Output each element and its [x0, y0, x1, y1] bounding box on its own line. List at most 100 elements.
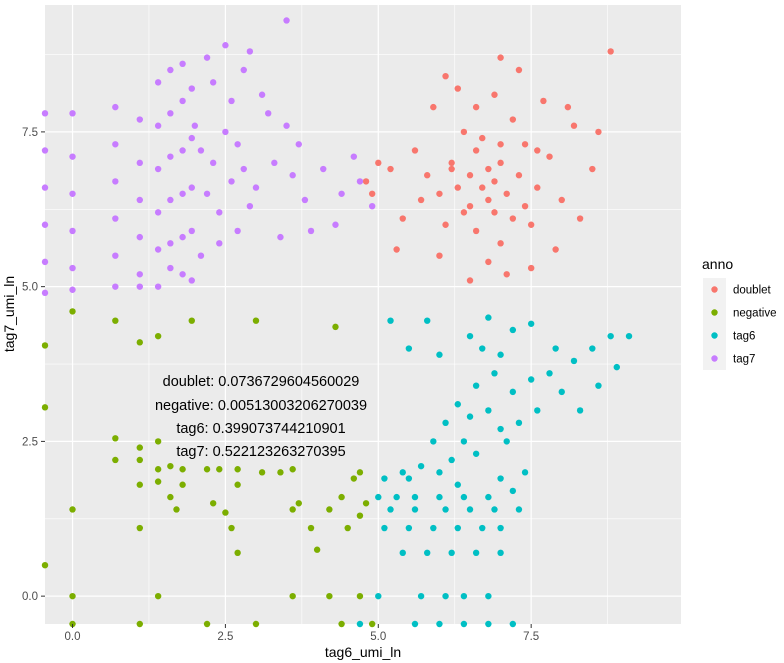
point-tag7 [179, 97, 186, 105]
point-negative [167, 462, 174, 470]
point-tag6 [485, 407, 492, 414]
point-tag7 [179, 233, 186, 241]
point-tag7 [277, 233, 284, 241]
point-doublet [485, 165, 492, 173]
point-tag6 [387, 317, 394, 324]
point-tag7 [136, 233, 143, 241]
point-tag6 [485, 620, 492, 628]
point-tag7 [197, 252, 205, 259]
point-tag6 [576, 407, 584, 414]
point-tag6 [460, 592, 468, 600]
point-tag6 [485, 592, 492, 600]
point-tag6 [460, 493, 468, 501]
point-doublet [546, 153, 553, 160]
point-tag6 [436, 493, 443, 501]
point-doublet [509, 116, 517, 123]
point-tag6 [375, 592, 382, 600]
point-negative [338, 620, 345, 628]
plot-panel [45, 5, 681, 624]
point-tag7 [246, 48, 254, 55]
point-doublet [540, 97, 547, 105]
legend-key-dot [711, 355, 718, 362]
series-tag7 [41, 17, 376, 297]
point-tag7 [228, 178, 235, 185]
point-doublet [527, 264, 535, 272]
point-tag7 [179, 60, 186, 68]
y-tick-label: 0.0 [22, 591, 38, 603]
legend-title: anno [702, 256, 733, 272]
point-tag7 [167, 196, 174, 204]
point-tag7 [154, 246, 162, 253]
point-tag6 [503, 438, 510, 445]
point-tag7 [188, 227, 195, 235]
point-doublet [515, 66, 523, 74]
point-negative [368, 620, 376, 628]
point-tag7 [338, 190, 345, 197]
point-tag7 [136, 271, 143, 278]
point-negative [258, 469, 266, 476]
point-tag7 [69, 264, 76, 272]
point-tag7 [41, 147, 49, 154]
point-tag6 [381, 524, 388, 532]
point-tag7 [136, 196, 143, 204]
point-tag7 [154, 165, 162, 173]
point-tag6 [527, 376, 535, 383]
point-negative [167, 493, 174, 501]
point-doublet [527, 221, 535, 228]
y-axis: 0.0 2.5 5.0 7.5 [22, 127, 45, 603]
point-tag6 [454, 524, 461, 532]
point-tag6 [454, 481, 461, 488]
point-tag7 [240, 165, 247, 173]
point-doublet [521, 141, 529, 148]
point-tag6 [466, 413, 474, 420]
point-tag6 [497, 549, 504, 557]
point-tag6 [515, 506, 523, 513]
point-negative [332, 323, 339, 331]
legend-key-dot [711, 309, 718, 316]
legend-key-dot [711, 332, 718, 339]
point-doublet [515, 172, 523, 179]
point-negative [222, 509, 229, 516]
point-tag7 [69, 286, 76, 293]
point-tag7 [216, 209, 223, 216]
point-negative [234, 481, 241, 488]
point-negative [326, 506, 333, 513]
point-negative [41, 561, 49, 569]
x-axis: 0.0 2.5 5.0 7.5 [65, 624, 539, 643]
point-negative [173, 506, 180, 513]
point-negative [154, 466, 162, 473]
point-tag7 [167, 264, 174, 272]
point-negative [234, 549, 241, 557]
point-tag7 [112, 283, 119, 290]
point-doublet [460, 128, 468, 136]
series-negative [41, 308, 376, 628]
point-tag7 [136, 283, 143, 290]
point-negative [203, 466, 211, 473]
point-negative [289, 506, 296, 513]
point-tag7 [246, 202, 254, 210]
legend-item-doublet: doublet [703, 278, 772, 301]
point-tag6 [515, 419, 523, 427]
point-tag7 [271, 159, 278, 167]
point-negative [136, 339, 143, 346]
point-doublet [491, 178, 498, 185]
point-tag7 [301, 196, 309, 204]
point-tag6 [497, 351, 504, 358]
point-tag7 [69, 110, 76, 117]
point-negative [289, 466, 296, 473]
point-doublet [472, 103, 480, 111]
point-tag6 [405, 524, 413, 532]
y-tick-label: 5.0 [22, 282, 38, 294]
legend-item-tag6: tag6 [703, 324, 755, 347]
point-negative [295, 500, 302, 507]
point-negative [277, 469, 284, 476]
point-tag6 [552, 345, 559, 352]
point-tag7 [258, 91, 266, 98]
y-tick-label: 7.5 [22, 127, 38, 139]
point-tag6 [570, 357, 578, 365]
point-negative [307, 524, 315, 532]
point-doublet [399, 215, 406, 222]
point-doublet [472, 147, 480, 154]
x-tick-label: 0.0 [65, 631, 81, 643]
point-tag7 [234, 141, 241, 148]
